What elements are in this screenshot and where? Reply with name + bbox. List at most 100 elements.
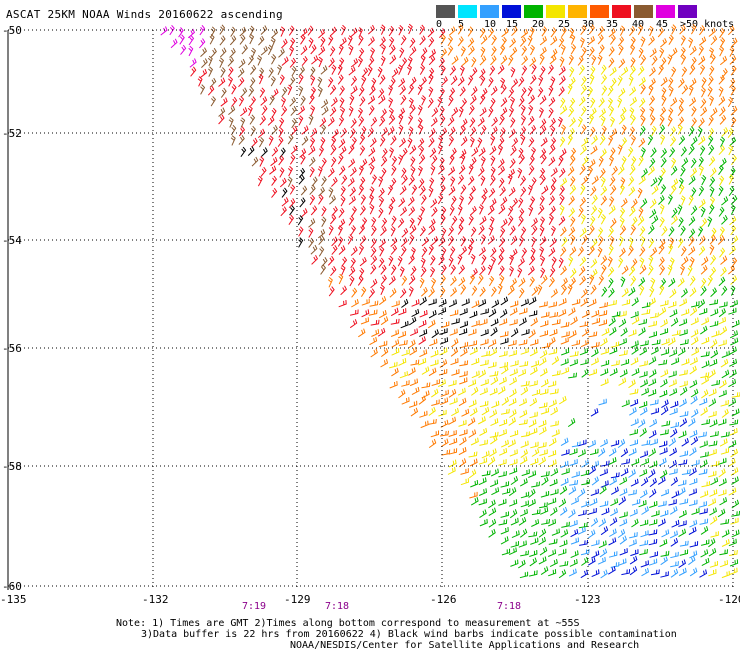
wind-barb bbox=[639, 246, 646, 257]
wind-barb bbox=[478, 166, 485, 177]
wind-barb bbox=[510, 559, 519, 567]
wind-barb bbox=[630, 135, 637, 146]
wind-barb bbox=[317, 166, 323, 177]
wind-barb bbox=[701, 336, 710, 345]
wind-barb bbox=[618, 318, 627, 328]
wind-barb bbox=[619, 25, 625, 36]
wind-barb bbox=[448, 299, 457, 308]
wind-barb bbox=[719, 226, 725, 237]
wind-barb bbox=[718, 175, 725, 186]
wind-barb bbox=[458, 397, 467, 407]
wind-barb bbox=[270, 156, 278, 167]
wind-barb bbox=[279, 26, 285, 37]
wind-barb bbox=[421, 95, 427, 106]
wind-barb bbox=[298, 237, 304, 248]
wind-barb bbox=[650, 147, 657, 158]
wind-barb bbox=[580, 76, 587, 87]
wind-barb bbox=[420, 257, 426, 269]
wind-barb bbox=[310, 44, 317, 55]
wind-barb bbox=[690, 158, 697, 169]
wind-barb bbox=[379, 284, 385, 296]
wind-barb bbox=[548, 156, 556, 167]
wind-barb bbox=[640, 115, 646, 126]
wind-barb bbox=[489, 370, 499, 377]
wind-barb bbox=[490, 247, 497, 258]
wind-barb bbox=[210, 47, 217, 58]
wind-barb bbox=[641, 309, 651, 315]
wind-barb bbox=[420, 76, 427, 87]
wind-barb bbox=[478, 225, 485, 236]
wind-barb bbox=[469, 407, 478, 417]
wind-barb bbox=[548, 348, 558, 355]
wind-barb bbox=[560, 246, 567, 257]
wind-barb bbox=[499, 227, 506, 238]
wind-barb bbox=[659, 328, 669, 336]
wind-barb bbox=[309, 194, 316, 206]
wind-barb bbox=[608, 287, 615, 298]
wind-barb bbox=[689, 256, 695, 268]
wind-barb bbox=[710, 107, 718, 117]
wind-barb bbox=[559, 56, 565, 68]
wind-barb bbox=[707, 216, 713, 227]
wind-barb bbox=[340, 285, 348, 296]
wind-barb bbox=[620, 448, 629, 458]
wind-barb bbox=[481, 450, 490, 459]
wind-barb bbox=[529, 557, 537, 567]
wind-barb bbox=[380, 156, 388, 167]
wind-barb bbox=[709, 507, 717, 516]
wind-barb bbox=[340, 195, 346, 207]
wind-barb bbox=[468, 429, 477, 438]
wind-barb bbox=[681, 157, 689, 167]
wind-barb bbox=[271, 107, 277, 119]
wind-barb bbox=[569, 559, 578, 567]
wind-barb bbox=[490, 166, 496, 178]
wind-barb bbox=[577, 55, 584, 66]
wind-barb bbox=[718, 389, 727, 398]
wind-barb bbox=[418, 154, 426, 165]
wind-barb bbox=[619, 184, 625, 195]
wind-barb bbox=[680, 35, 686, 46]
wind-barb bbox=[709, 176, 716, 187]
wind-barb bbox=[281, 56, 289, 66]
wind-barb bbox=[677, 237, 684, 248]
wind-barb bbox=[630, 275, 637, 286]
wind-barb bbox=[400, 320, 409, 329]
wind-barb bbox=[339, 146, 347, 156]
wind-barb bbox=[290, 125, 298, 136]
wind-barb bbox=[670, 47, 678, 58]
wind-barb bbox=[370, 255, 378, 266]
wind-barb bbox=[350, 75, 358, 86]
wind-barb bbox=[608, 244, 614, 256]
wind-barb bbox=[700, 218, 708, 228]
wind-barb bbox=[637, 187, 643, 199]
wind-barb bbox=[498, 265, 505, 276]
wind-barb bbox=[718, 339, 727, 347]
wind-barb bbox=[318, 146, 325, 157]
wind-barb bbox=[570, 528, 579, 538]
wind-barb bbox=[371, 77, 377, 89]
wind-barb bbox=[628, 75, 634, 86]
wind-barb bbox=[448, 437, 458, 446]
wind-barb bbox=[541, 342, 551, 349]
wind-barb bbox=[388, 36, 395, 48]
wind-barb bbox=[421, 366, 430, 375]
wind-barb bbox=[641, 567, 650, 577]
wind-barb bbox=[279, 147, 286, 158]
wind-barb bbox=[500, 77, 506, 89]
wind-barb bbox=[407, 23, 413, 35]
wind-barb bbox=[648, 538, 658, 546]
wind-barb bbox=[368, 309, 378, 316]
wind-barb bbox=[501, 27, 509, 38]
wind-barb bbox=[671, 490, 680, 499]
wind-barb bbox=[640, 340, 649, 347]
wind-barb bbox=[588, 46, 595, 57]
wind-barb bbox=[409, 37, 416, 48]
wind-barb bbox=[457, 224, 464, 235]
wind-barb bbox=[560, 321, 570, 328]
wind-barb bbox=[431, 155, 438, 166]
wind-barb bbox=[620, 358, 630, 366]
wind-barb bbox=[638, 499, 647, 508]
wind-barb bbox=[559, 185, 565, 196]
wind-barb bbox=[597, 207, 603, 219]
wind-barb bbox=[528, 255, 536, 266]
